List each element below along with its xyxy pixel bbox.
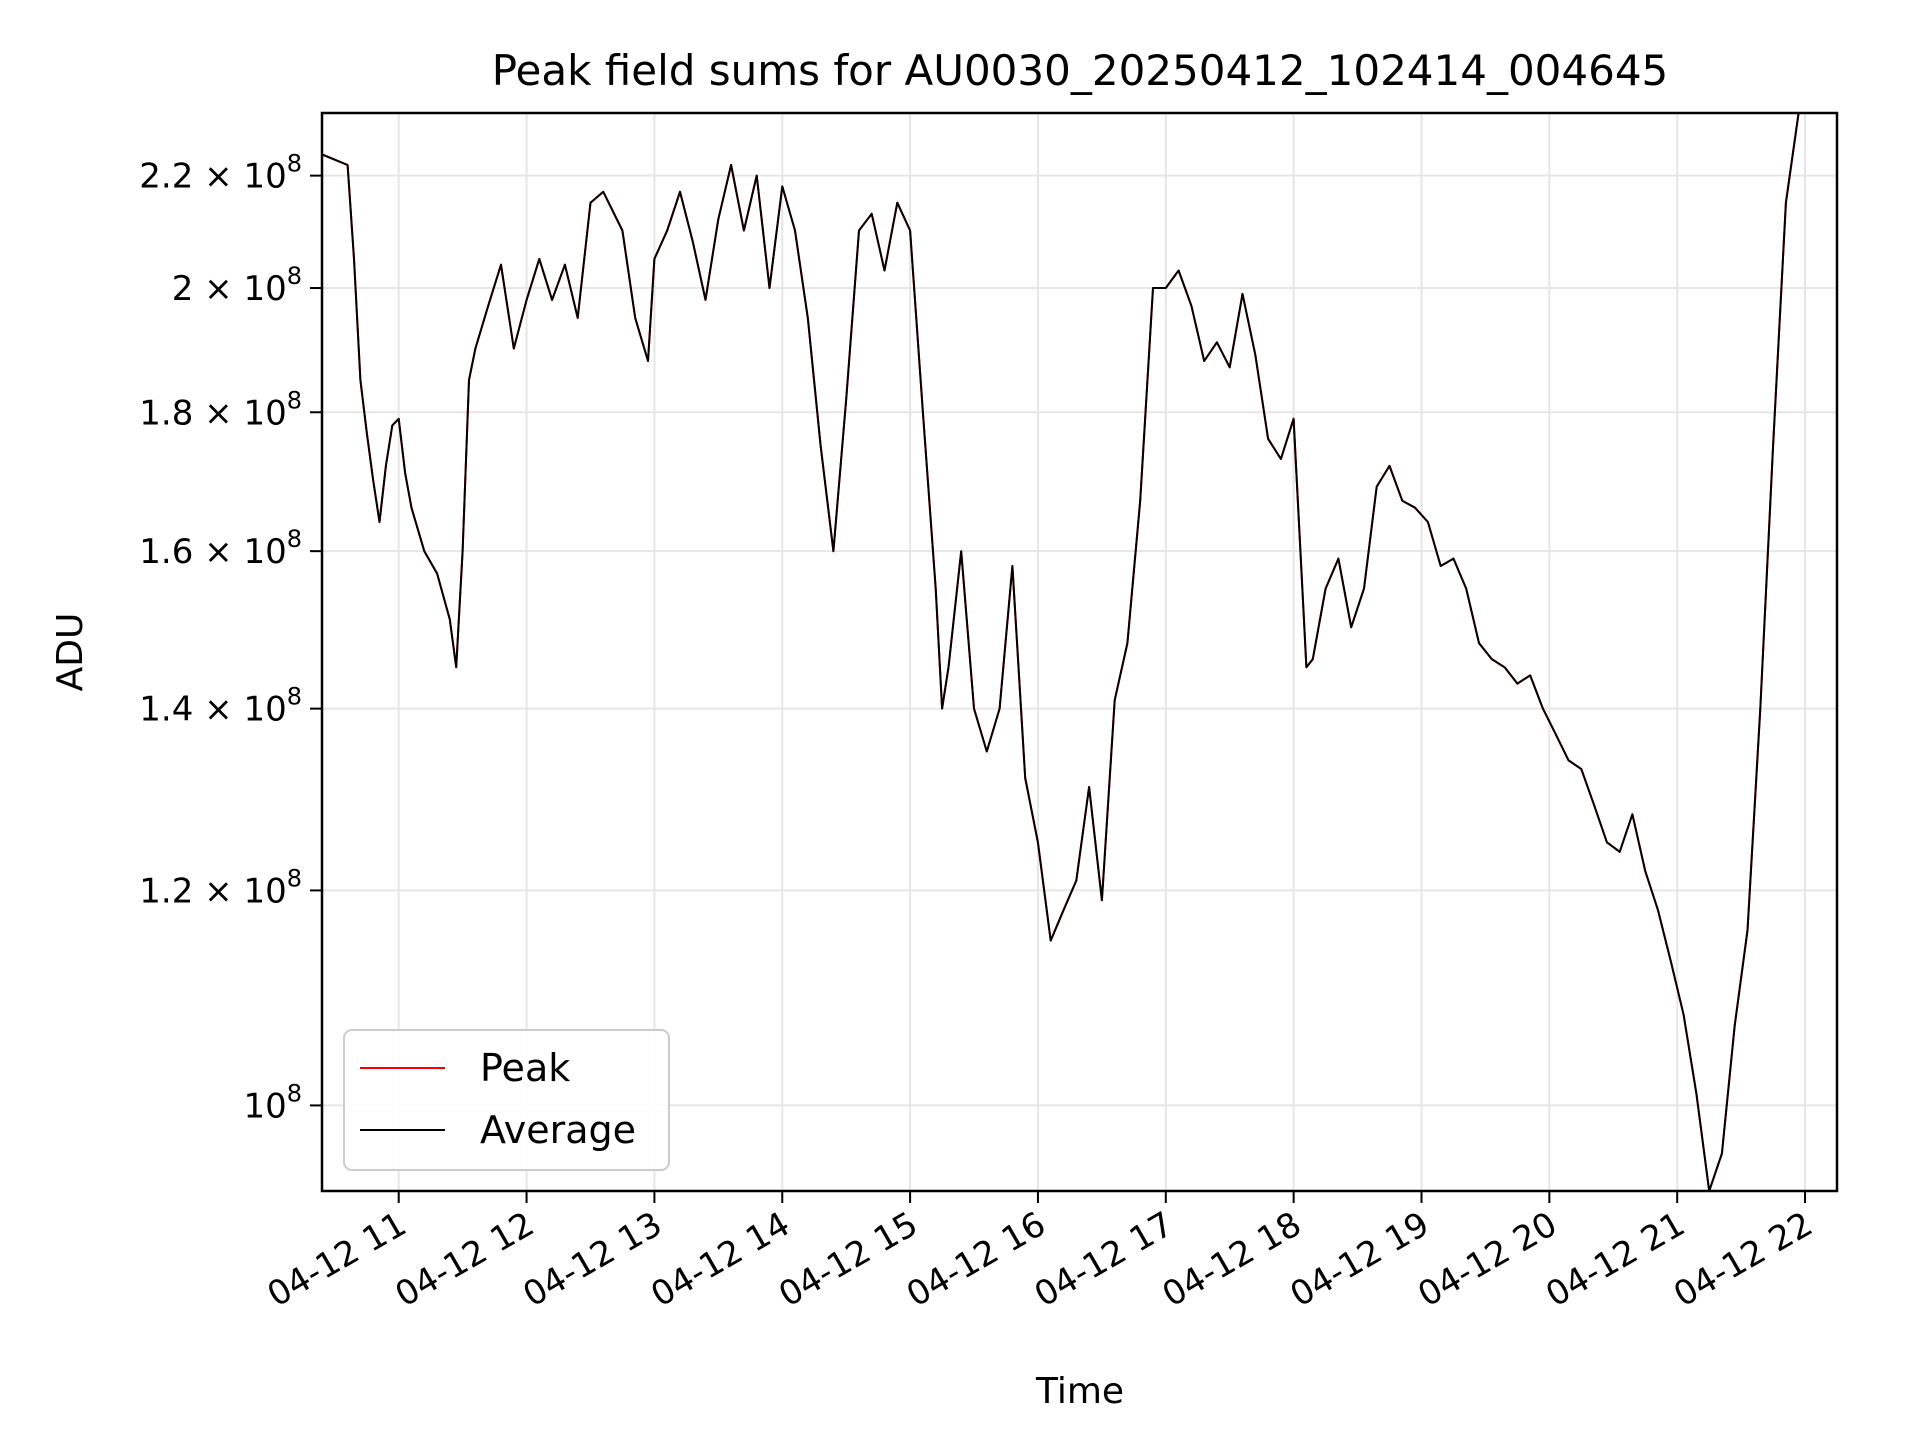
y-tick-label: 1.4 × 108 [139, 683, 302, 730]
y-axis: 108 1.2 × 108 1.4 × 108 1.6 × 108 1.8 × 108 2… [139, 150, 322, 1126]
y-tick-label: 1.8 × 108 [139, 386, 302, 433]
legend: Peak Average [343, 1029, 670, 1171]
y-tick-label: 1.6 × 108 [139, 525, 302, 572]
y-tick-label: 1.2 × 108 [139, 864, 302, 911]
legend-label-peak: Peak [480, 1046, 570, 1090]
grid [322, 113, 1837, 1191]
legend-box [343, 1029, 670, 1171]
plot-lines [321, 112, 1812, 1192]
y-axis-title: ADU [50, 613, 91, 692]
y-tick-label: 2 × 108 [172, 262, 302, 309]
series-line-average [321, 112, 1812, 1192]
y-tick-label: 2.2 × 108 [139, 150, 302, 197]
plot-frame [320, 111, 1839, 1193]
chart-title: Peak field sums for AU0030_20250412_1024… [492, 46, 1669, 95]
legend-label-average: Average [480, 1108, 636, 1152]
y-tick-label: 108 [243, 1079, 302, 1126]
x-axis-title: Time [1035, 1371, 1124, 1412]
